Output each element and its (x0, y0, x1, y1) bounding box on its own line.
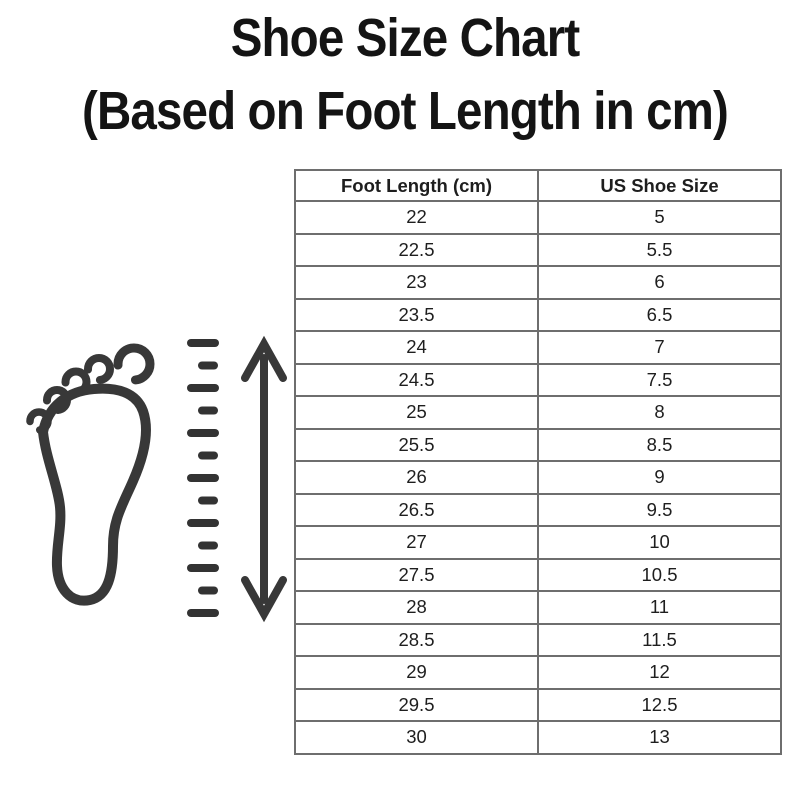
table-cell: 27 (294, 525, 539, 560)
table-row: 27 10 (294, 525, 782, 560)
foot-icon (26, 343, 155, 606)
table-header-row: Foot Length (cm) US Shoe Size (294, 169, 782, 202)
table-cell: 24.5 (294, 362, 539, 397)
table-cell: 11 (537, 590, 782, 625)
table-cell: 9.5 (537, 492, 782, 527)
table-cell: 13 (537, 720, 782, 755)
table-cell: 29 (294, 655, 539, 690)
table-row: 22.5 5.5 (294, 232, 782, 267)
table-body: 22 5 22.5 5.5 23 6 23.5 6.5 24 7 24.5 7.5 25 8 25.5 8.5… (294, 200, 782, 755)
table-row: 29 12 (294, 655, 782, 690)
page-title-line-1: Shoe Size Chart (230, 8, 580, 68)
column-header-foot-length: Foot Length (cm) (294, 169, 539, 202)
table-cell: 10 (537, 525, 782, 560)
foot-sole-outline (38, 383, 151, 606)
table-row: 25.5 8.5 (294, 427, 782, 462)
column-header-us-shoe-size: US Shoe Size (537, 169, 782, 202)
table-cell: 7 (537, 330, 782, 365)
table-header: Foot Length (cm) US Shoe Size (294, 169, 782, 202)
table-cell: 11.5 (537, 622, 782, 657)
table-row: 23 6 (294, 265, 782, 300)
table-row: 25 8 (294, 395, 782, 430)
table-cell: 23 (294, 265, 539, 300)
table-cell: 7.5 (537, 362, 782, 397)
table-row: 28 11 (294, 590, 782, 625)
table-row: 27.5 10.5 (294, 557, 782, 592)
table-cell: 28.5 (294, 622, 539, 657)
table-cell: 9 (537, 460, 782, 495)
toe-icon-3 (61, 367, 91, 397)
table-cell: 8 (537, 395, 782, 430)
table-cell: 6.5 (537, 297, 782, 332)
table-cell: 30 (294, 720, 539, 755)
table-cell: 5 (537, 200, 782, 235)
foot-measurement-illustration (26, 335, 287, 623)
toe-icon-2 (43, 386, 71, 414)
table-row: 26 9 (294, 460, 782, 495)
toe-icon-4 (84, 354, 114, 384)
table-row: 22 5 (294, 200, 782, 235)
table-cell: 12.5 (537, 687, 782, 722)
table-row: 23.5 6.5 (294, 297, 782, 332)
table-cell: 27.5 (294, 557, 539, 592)
table-cell: 24 (294, 330, 539, 365)
table-row: 30 13 (294, 720, 782, 755)
table-cell: 22 (294, 200, 539, 235)
ruler-dashes-icon (187, 339, 219, 617)
double-arrow-icon (241, 335, 287, 623)
table-cell: 6 (537, 265, 782, 300)
table-cell: 29.5 (294, 687, 539, 722)
table-cell: 26.5 (294, 492, 539, 527)
table-row: 28.5 11.5 (294, 622, 782, 657)
table-row: 24 7 (294, 330, 782, 365)
table-row: 26.5 9.5 (294, 492, 782, 527)
page-title: Shoe Size Chart (Based on Foot Length in… (0, 2, 810, 148)
toe-icon-big (113, 343, 155, 385)
table-cell: 8.5 (537, 427, 782, 462)
toe-icon-pinky (26, 408, 52, 434)
shoe-size-table: Foot Length (cm) US Shoe Size 22 5 22.5 5.5… (294, 169, 782, 755)
table-cell: 26 (294, 460, 539, 495)
table-cell: 12 (537, 655, 782, 690)
table-cell: 28 (294, 590, 539, 625)
table-cell: 25 (294, 395, 539, 430)
table-row: 29.5 12.5 (294, 687, 782, 722)
table-cell: 10.5 (537, 557, 782, 592)
table-cell: 23.5 (294, 297, 539, 332)
table-cell: 25.5 (294, 427, 539, 462)
page-title-line-2: (Based on Foot Length in cm) (82, 81, 729, 141)
table-cell: 22.5 (294, 232, 539, 267)
table-row: 24.5 7.5 (294, 362, 782, 397)
table-cell: 5.5 (537, 232, 782, 267)
